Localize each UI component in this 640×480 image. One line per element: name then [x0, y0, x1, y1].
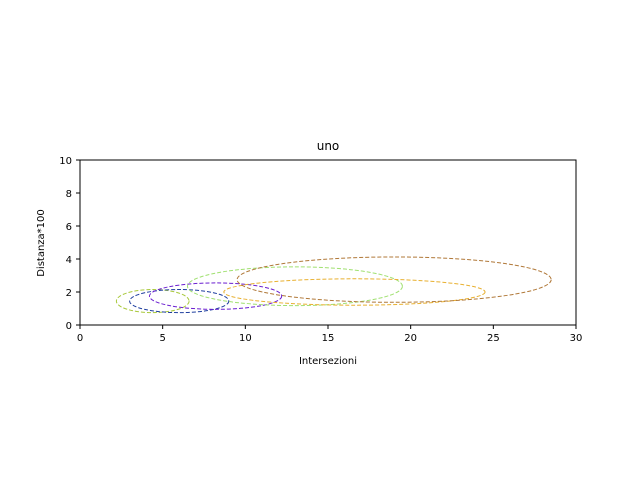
y-axis: 0 2 4 6 8 10: [59, 156, 80, 332]
y-tick-label: 6: [66, 222, 72, 233]
y-tick-label: 8: [66, 189, 72, 200]
plot-frame: [79, 159, 577, 326]
x-tick-label: 30: [570, 333, 583, 344]
y-tick-label: 2: [66, 288, 72, 299]
ellipse-4: [186, 266, 403, 307]
ellipse-1: [115, 289, 190, 314]
x-tick-label: 20: [404, 333, 417, 344]
ellipse-3: [148, 282, 283, 310]
y-tick-label: 0: [66, 321, 72, 332]
x-axis-label: Intersezioni: [299, 356, 357, 367]
x-tick-label: 5: [159, 333, 165, 344]
x-tick-label: 0: [77, 333, 83, 344]
chart-title: uno: [317, 139, 340, 153]
ellipse-5: [223, 278, 486, 306]
x-tick-label: 10: [239, 333, 252, 344]
ellipses-layer: [115, 256, 552, 314]
x-tick-label: 15: [322, 333, 335, 344]
x-tick-label: 25: [487, 333, 500, 344]
y-axis-label: Distanza*100: [36, 209, 47, 277]
y-tick-label: 4: [66, 255, 72, 266]
y-tick-label: 10: [59, 156, 72, 167]
ellipse-6: [236, 256, 552, 303]
x-axis: 0 5 10 15 20 25 30: [77, 325, 583, 344]
